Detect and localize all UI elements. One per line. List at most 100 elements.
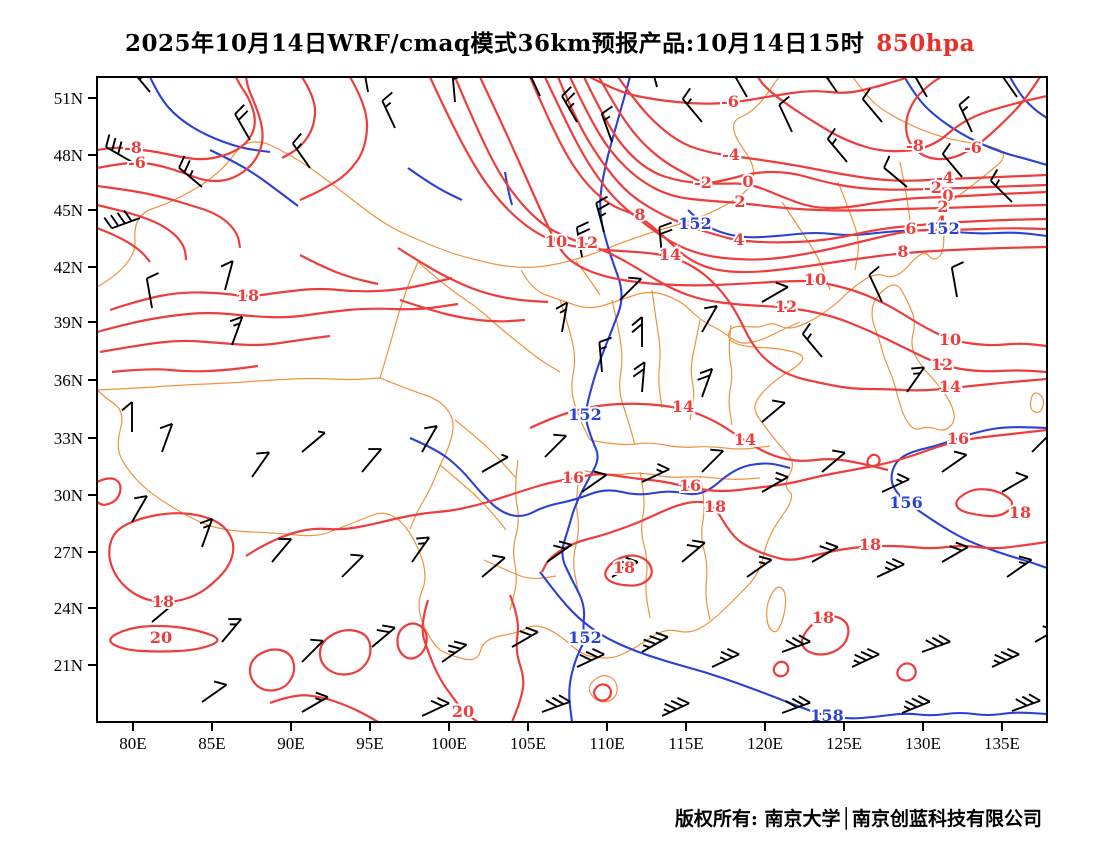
x-axis-label: 125E [826, 734, 862, 753]
wind-barb-icon [381, 91, 396, 129]
height-contours-and-rivers [149, 77, 1047, 722]
wind-barb-icon [778, 95, 793, 133]
temperature-contour-line [592, 683, 613, 702]
temperature-contour-line [421, 599, 479, 722]
boundary-line [588, 675, 618, 703]
boundary-line [97, 377, 381, 391]
wind-barb-icon [411, 536, 430, 563]
contour-value-label: 158 [810, 706, 843, 725]
wind-barb-icon [159, 422, 174, 453]
wind-barb-icon [1001, 471, 1029, 493]
x-axis-label: 110E [589, 734, 624, 753]
temperature-contour-line [604, 554, 653, 587]
wind-barb-icon [746, 555, 773, 578]
temperature-contour-line [541, 500, 1047, 573]
wind-barb-icon [883, 155, 908, 188]
contour-value-label: 12 [576, 233, 598, 252]
y-axis-label: 48N [54, 146, 83, 165]
temperature-contour-line [108, 512, 235, 604]
contour-value-label: 2 [734, 192, 745, 211]
x-axis-label: 100E [431, 734, 467, 753]
temperature-contour-line [97, 77, 256, 161]
wind-barb-icon [821, 449, 846, 473]
temperature-contour-line [97, 77, 264, 183]
wind-barb-icon [229, 315, 244, 346]
temperature-contour-line [245, 428, 1047, 557]
contour-value-label: 10 [939, 330, 961, 349]
wind-barb-icon [598, 336, 612, 373]
wind-barb-icon [271, 538, 293, 563]
wind-barb-icon [881, 472, 910, 493]
wind-barb-icon [826, 127, 848, 163]
boundary-line [520, 269, 801, 344]
temperature-contour-line [318, 629, 372, 676]
contour-value-label: 152 [568, 405, 601, 424]
height-contour-line [409, 437, 791, 518]
wind-barb-icon [941, 541, 969, 563]
x-axis-label: 130E [905, 734, 941, 753]
contour-value-label: -8 [906, 136, 924, 155]
x-axis-label: 80E [119, 734, 146, 753]
temperature-contour-line [479, 77, 1047, 348]
contour-value-label: 16 [562, 468, 584, 487]
temperature-contour-line [399, 298, 526, 323]
x-axis-label: 90E [277, 734, 304, 753]
y-axis-label: 51N [54, 89, 83, 108]
height-contour-line [1009, 77, 1047, 119]
temperature-contour-line [429, 77, 1047, 392]
contour-value-label: 156 [889, 493, 922, 512]
boundary-line [899, 161, 911, 221]
wind-barb-icon [761, 399, 786, 423]
wind-barb-icon [901, 694, 931, 714]
wind-barb-icon [301, 430, 326, 453]
wind-barb-icon [131, 495, 148, 523]
wind-barb-icon [595, 195, 610, 233]
wind-barb-icon [941, 142, 963, 178]
temperature-contour-line [97, 477, 122, 506]
wind-barb-icon [734, 77, 748, 98]
x-axis-label: 120E [747, 734, 783, 753]
contour-value-label: 10 [804, 270, 826, 289]
wind-barb-icon [220, 260, 234, 291]
contour-value-label: -2 [924, 178, 942, 197]
wind-barb-icon [575, 221, 591, 258]
wind-barb-icon [341, 553, 364, 578]
temperature-contour-line [397, 247, 549, 304]
temperature-contour-line [544, 77, 1047, 261]
wind-barb-icon [681, 539, 706, 563]
temperature-contour-line [248, 648, 296, 692]
boundary-line [689, 319, 701, 421]
wind-barb-icon [653, 77, 658, 88]
wind-barb-icon [701, 448, 724, 473]
temperature-contour-line [896, 662, 917, 682]
wind-barb-icon [1034, 625, 1047, 643]
wind-barb-icon [301, 691, 329, 713]
temperature-contour-line [598, 77, 1047, 191]
wind-barb-icon [581, 470, 608, 493]
temperature-contour-line [772, 660, 790, 678]
wind-barb-icon [619, 276, 642, 301]
wind-barb-icon [958, 95, 973, 133]
height-contour-line [209, 149, 299, 207]
contour-value-label: -6 [964, 138, 982, 157]
boundary-line [509, 459, 519, 611]
contour-value-label: 10 [545, 232, 567, 251]
wind-barb-icon [950, 261, 964, 298]
boundary-line [483, 559, 557, 580]
contour-value-label: 4 [935, 212, 946, 231]
wind-barb-icon [801, 322, 823, 358]
wind-barb-icon [632, 361, 646, 393]
wind-barb-icon [421, 696, 450, 717]
boundary-line [559, 299, 591, 441]
temperature-contour-line [97, 302, 459, 334]
temperature-contour-line [97, 226, 151, 263]
wind-barb-icon [1011, 693, 1041, 712]
wind-barb-icon [681, 87, 703, 123]
boundary-line [781, 201, 831, 291]
contour-value-label: -4 [936, 168, 954, 187]
boundary-line [699, 475, 711, 621]
wind-barb-icon [989, 169, 1013, 203]
contour-value-label: 2 [937, 197, 948, 216]
contour-value-label: 14 [734, 430, 756, 449]
